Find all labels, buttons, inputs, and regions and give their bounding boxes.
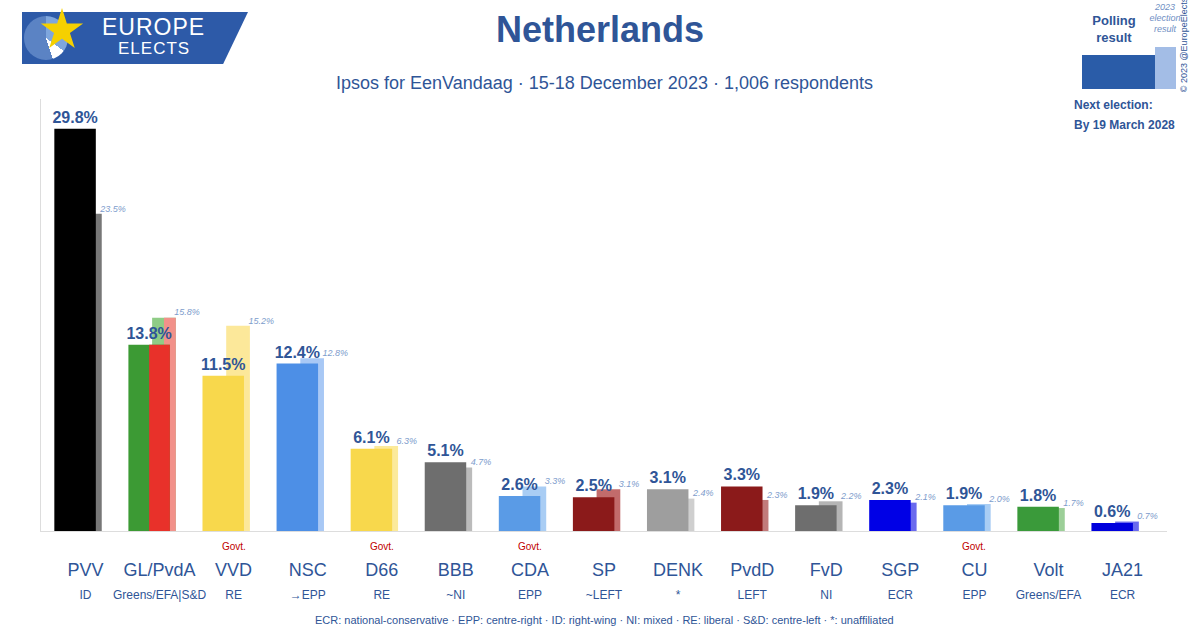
svg-text:2.3%: 2.3% <box>872 480 908 497</box>
svg-text:15.8%: 15.8% <box>174 307 200 317</box>
svg-text:3.3%: 3.3% <box>545 476 566 486</box>
svg-text:6.3%: 6.3% <box>397 436 418 446</box>
svg-text:Govt.: Govt. <box>518 541 542 552</box>
html-text:2023 election result: 2023 election result <box>1149 2 1181 34</box>
svg-text:JA21ECR: JA21ECR <box>1102 560 1143 602</box>
svg-text:0.6%: 0.6% <box>1094 503 1130 520</box>
svg-text:13.8%: 13.8% <box>126 325 171 342</box>
svg-text:D66RE: D66RE <box>365 560 398 602</box>
svg-text:2.2%: 2.2% <box>840 491 862 501</box>
svg-text:29.8%: 29.8% <box>52 109 97 126</box>
svg-text:6.1%: 6.1% <box>353 429 389 446</box>
html-text:EUROPE: EUROPE <box>102 14 206 40</box>
svg-text:NSC→EPP: NSC→EPP <box>289 560 327 602</box>
svg-text:2.6%: 2.6% <box>501 476 537 493</box>
svg-text:4.7%: 4.7% <box>471 457 492 467</box>
svg-text:2.0%: 2.0% <box>988 494 1010 504</box>
html-text:ELECTS: ELECTS <box>118 39 191 58</box>
svg-text:2.4%: 2.4% <box>692 488 714 498</box>
svg-text:1.9%: 1.9% <box>798 485 834 502</box>
svg-text:SGPECR: SGPECR <box>881 560 919 602</box>
svg-text:15.2%: 15.2% <box>248 316 274 326</box>
svg-text:PvdDLEFT: PvdDLEFT <box>730 560 774 602</box>
svg-text:Ipsos for EenVandaag · 15-18 D: Ipsos for EenVandaag · 15-18 December 20… <box>336 73 873 93</box>
svg-text:Govt.: Govt. <box>370 541 394 552</box>
svg-text:DENK*: DENK* <box>653 560 703 602</box>
svg-text:12.4%: 12.4% <box>275 344 320 361</box>
svg-text:1.7%: 1.7% <box>1063 498 1084 508</box>
svg-text:2.3%: 2.3% <box>766 490 788 500</box>
svg-text:VVDRE: VVDRE <box>215 560 252 602</box>
svg-text:23.5%: 23.5% <box>99 204 126 214</box>
svg-text:Netherlands: Netherlands <box>496 9 704 50</box>
svg-text:0.7%: 0.7% <box>1137 511 1158 521</box>
svg-text:SP~LEFT: SP~LEFT <box>586 560 623 602</box>
svg-text:3.1%: 3.1% <box>649 469 685 486</box>
svg-text:ECR: national-conservative · E: ECR: national-conservative · EPP: centre… <box>315 614 894 626</box>
svg-text:11.5%: 11.5% <box>201 356 245 373</box>
svg-text:2.1%: 2.1% <box>914 492 936 502</box>
svg-text:PVVID: PVVID <box>67 560 103 602</box>
svg-text:CUEPP: CUEPP <box>961 560 987 602</box>
html-text:By 19 March 2028: By 19 March 2028 <box>1074 118 1175 132</box>
svg-text:12.8%: 12.8% <box>323 348 349 358</box>
svg-text:3.1%: 3.1% <box>619 479 640 489</box>
svg-text:FvDNI: FvDNI <box>810 560 843 602</box>
svg-text:VoltGreens/EFA: VoltGreens/EFA <box>1016 560 1081 602</box>
svg-text:Govt.: Govt. <box>962 541 986 552</box>
svg-text:1.8%: 1.8% <box>1020 487 1056 504</box>
html-text:Polling result: Polling result <box>1092 13 1136 45</box>
svg-text:3.3%: 3.3% <box>724 466 760 483</box>
svg-text:GL/PvdAGreens/EFA|S&D: GL/PvdAGreens/EFA|S&D <box>113 560 206 602</box>
html-text:Next election:: Next election: <box>1074 98 1153 112</box>
svg-text:5.1%: 5.1% <box>427 442 463 459</box>
svg-text:CDAEPP: CDAEPP <box>511 560 549 602</box>
svg-text:2.5%: 2.5% <box>575 477 611 494</box>
svg-text:Govt.: Govt. <box>222 541 246 552</box>
svg-text:1.9%: 1.9% <box>946 485 982 502</box>
svg-text:BBB~NI: BBB~NI <box>438 560 474 602</box>
